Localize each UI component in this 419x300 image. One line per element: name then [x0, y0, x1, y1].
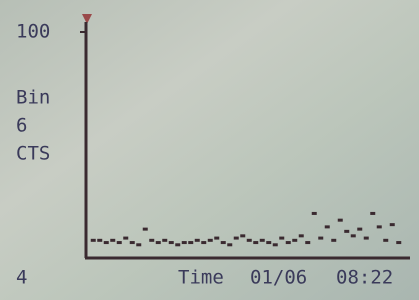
y-label: Bin: [16, 87, 50, 109]
date: 01/06: [250, 267, 307, 289]
data-dot: [253, 241, 258, 244]
data-dot: [377, 225, 382, 228]
data-dot: [312, 212, 317, 215]
y-tick-label: 100: [16, 21, 50, 43]
page: {"chart_data": {"type": "dots", "ylim": …: [0, 0, 419, 300]
data-dot: [123, 237, 128, 240]
data-dot: [97, 239, 102, 242]
data-dot: [318, 237, 323, 240]
data-dot: [234, 237, 239, 240]
lcd-screen: Bin 6 CTS 4 Time 01/06 08:22 100: [0, 0, 419, 300]
data-dot: [247, 239, 252, 242]
data-dot: [91, 239, 96, 242]
data-dot: [221, 241, 226, 244]
data-dot: [396, 241, 401, 244]
data-dot: [390, 223, 395, 226]
x-label: Time: [178, 267, 224, 289]
data-dot: [214, 237, 219, 240]
data-dot: [227, 243, 232, 246]
data-dot: [383, 239, 388, 242]
data-dot: [305, 241, 310, 244]
data-dot: [351, 234, 356, 237]
data-dot: [156, 241, 161, 244]
data-dot: [175, 243, 180, 246]
data-dot: [357, 228, 362, 231]
data-dot: [104, 241, 109, 244]
data-dot: [299, 234, 304, 237]
data-dot: [273, 243, 278, 246]
data-dot: [279, 237, 284, 240]
data-dot: [260, 239, 265, 242]
y-label: CTS: [16, 143, 50, 165]
corner-label: 4: [16, 267, 27, 289]
data-dot: [162, 239, 167, 242]
data-dot: [292, 239, 297, 242]
data-dot: [169, 241, 174, 244]
data-dot: [240, 234, 245, 237]
data-dot: [201, 241, 206, 244]
y-label: 6: [16, 115, 27, 137]
data-dot: [364, 237, 369, 240]
data-dot: [286, 241, 291, 244]
data-dot: [136, 243, 141, 246]
data-dot: [143, 228, 148, 231]
data-dot: [149, 239, 154, 242]
data-dot: [344, 230, 349, 233]
time: 08:22: [336, 267, 393, 289]
data-dot: [331, 239, 336, 242]
data-dot: [266, 241, 271, 244]
data-dot: [188, 241, 193, 244]
data-dot: [208, 239, 213, 242]
data-dot: [182, 241, 187, 244]
background: [0, 0, 419, 300]
data-dot: [195, 239, 200, 242]
data-dot: [117, 241, 122, 244]
data-dot: [325, 225, 330, 228]
data-dot: [370, 212, 375, 215]
data-dot: [338, 219, 343, 222]
data-dot: [130, 241, 135, 244]
data-dot: [110, 239, 115, 242]
